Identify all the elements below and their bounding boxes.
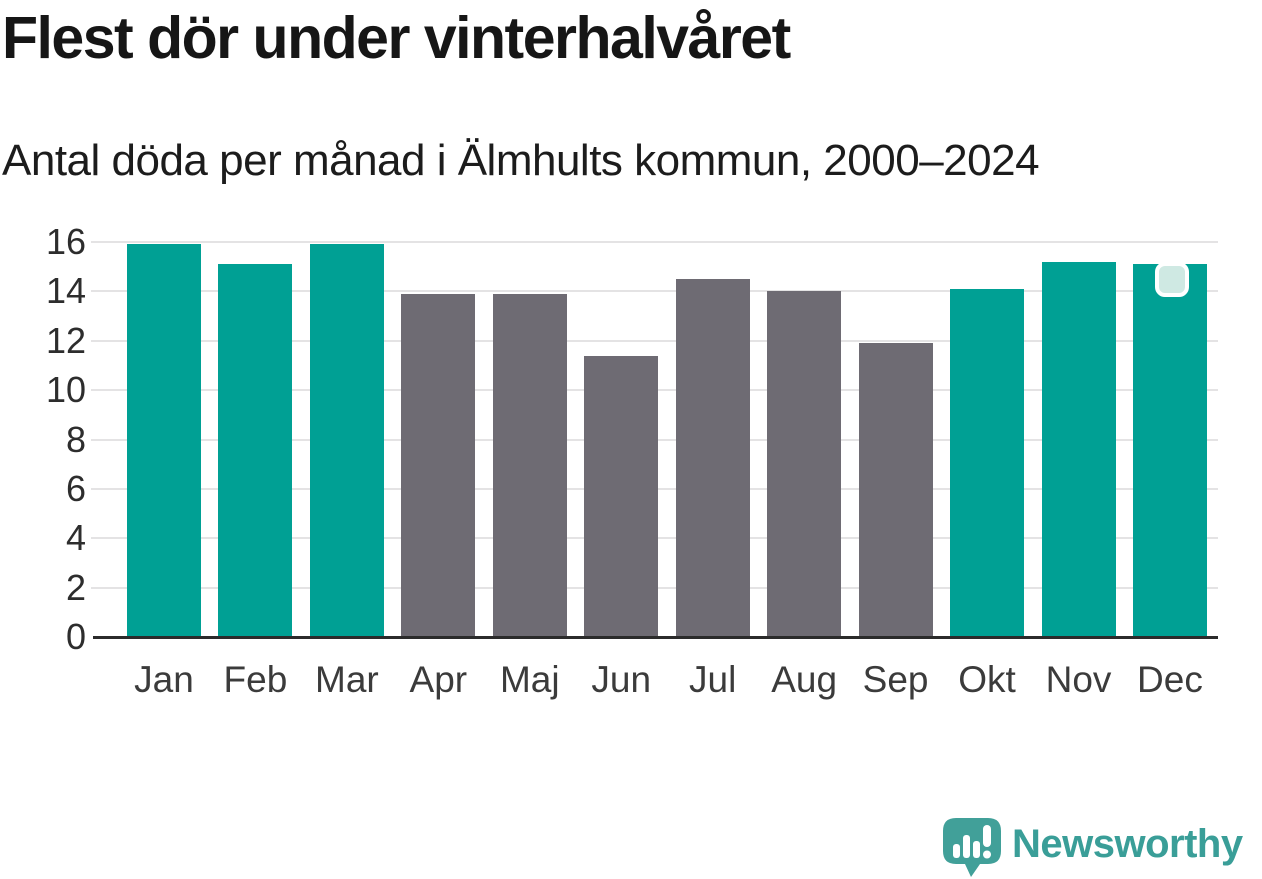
gridline (91, 339, 1218, 342)
x-axis-label-apr: Apr (409, 659, 468, 700)
y-axis-label: 4 (65, 517, 86, 559)
newsworthy-logo: Newsworthy (942, 818, 1243, 878)
y-axis-label: 10 (45, 369, 86, 411)
bar-mar (309, 244, 384, 637)
bar-sep (858, 343, 933, 637)
bar-jun (584, 355, 659, 637)
gridline (91, 290, 1218, 293)
x-axis-label-mar: Mar (315, 659, 379, 700)
x-axis-label-jul: Jul (689, 659, 737, 700)
x-axis-label-dec: Dec (1137, 659, 1203, 700)
y-axis-label: 8 (65, 418, 86, 460)
x-axis-label-maj: Maj (499, 659, 560, 700)
x-axis-label-sep: Sep (862, 659, 929, 700)
x-axis-baseline (93, 636, 1218, 639)
brand-name: Newsworthy (1012, 822, 1243, 866)
page-title: Flest dör under vinterhalvåret (2, 5, 791, 71)
y-axis-label: 12 (45, 319, 86, 361)
newsworthy-logo-icon (943, 818, 1001, 877)
bar-dec (1132, 264, 1207, 637)
gridline (91, 241, 1218, 243)
bar-okt (950, 288, 1025, 637)
dec-bar-handle[interactable] (1155, 262, 1189, 297)
y-axis: 0 2 4 6 8 10 12 14 16 (0, 221, 86, 657)
x-axis-label-jun: Jun (591, 659, 652, 700)
bar-feb (218, 264, 293, 637)
bar-jan (127, 244, 201, 637)
x-axis: Jan Feb Mar Apr Maj Jun Jul Aug Sep Okt Nov Dec (97, 656, 1218, 708)
x-axis-label-aug: Aug (771, 659, 838, 700)
y-axis-label: 6 (65, 467, 86, 509)
y-axis-label: 16 (45, 221, 86, 262)
plot-area (91, 241, 1218, 639)
y-axis-label: 14 (45, 270, 86, 312)
bar-aug (767, 291, 842, 637)
y-axis-label: 0 (65, 616, 86, 657)
page-subtitle: Antal döda per månad i Älmhults kommun, … (2, 136, 1040, 185)
x-axis-label-nov: Nov (1045, 659, 1112, 700)
bar-jul (675, 279, 750, 637)
x-axis-label-jan: Jan (134, 659, 194, 700)
bar-maj (492, 293, 567, 637)
bar-apr (401, 293, 476, 637)
y-axis-label: 2 (65, 566, 86, 608)
x-axis-label-feb: Feb (223, 659, 288, 700)
x-axis-label-okt: Okt (958, 659, 1016, 700)
bar-nov (1041, 261, 1116, 637)
